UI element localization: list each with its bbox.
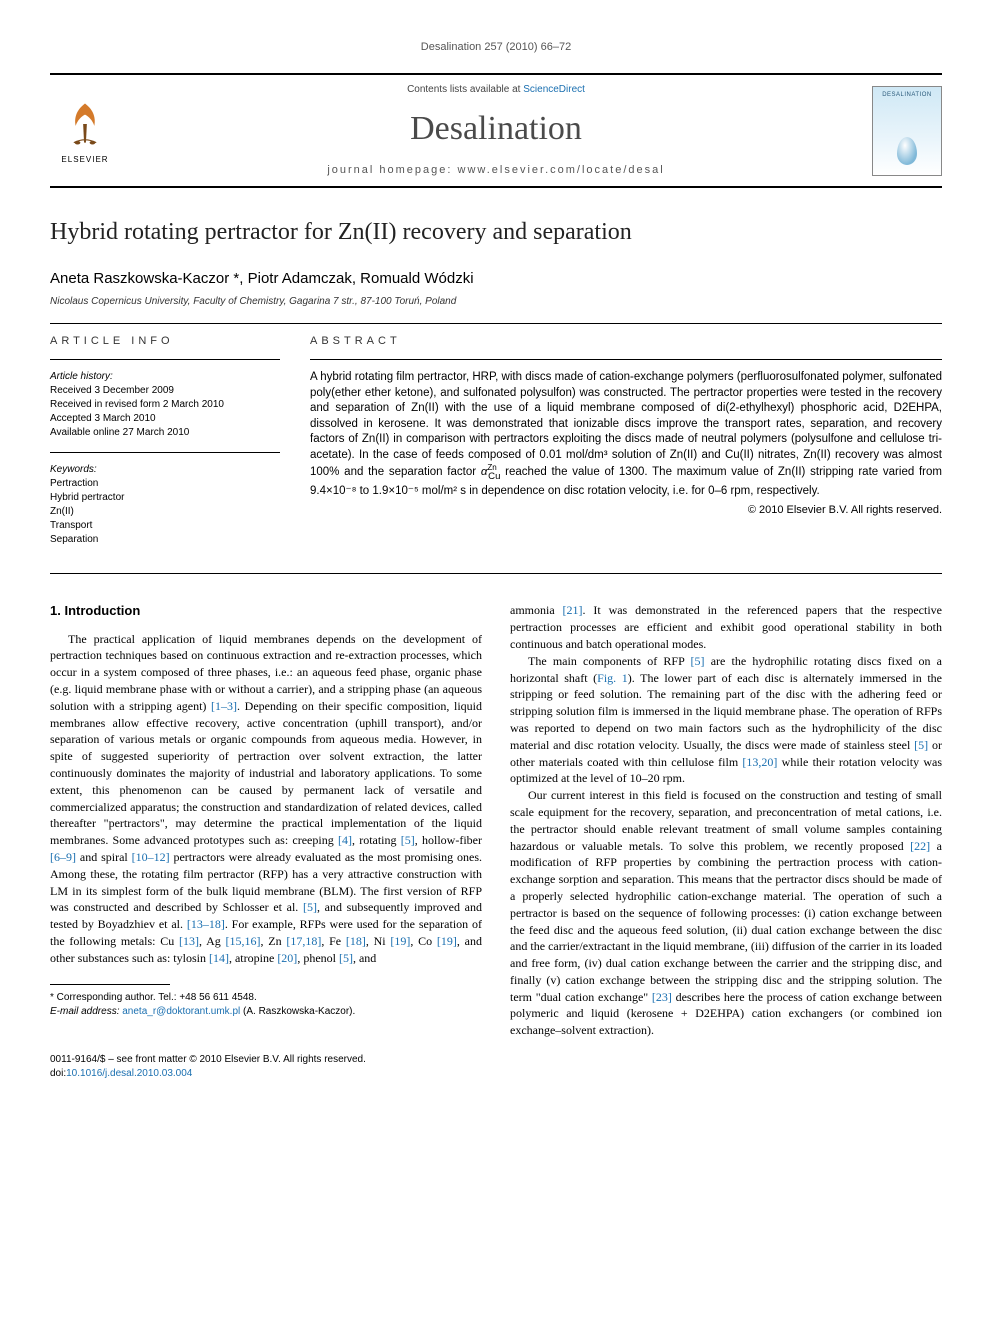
corresponding-marker: * xyxy=(229,270,239,287)
cover-drop-icon xyxy=(897,137,917,165)
history-label: Article history: xyxy=(50,370,280,384)
running-head: Desalination 257 (2010) 66–72 xyxy=(50,40,942,55)
keyword: Transport xyxy=(50,519,280,533)
abstract-text: A hybrid rotating film pertractor, HRP, … xyxy=(310,370,942,499)
elsevier-tree-icon xyxy=(57,96,113,152)
abstract-heading: abstract xyxy=(310,334,942,349)
elsevier-wordmark: ELSEVIER xyxy=(61,154,108,165)
author-list: Aneta Raszkowska-Kaczor *, Piotr Adamcza… xyxy=(50,268,942,289)
cover-title: DESALINATION xyxy=(873,87,941,99)
abstract-copyright: © 2010 Elsevier B.V. All rights reserved… xyxy=(310,503,942,518)
section-rule xyxy=(50,573,942,574)
footnote-rule xyxy=(50,984,170,985)
journal-masthead: ELSEVIER Contents lists available at Sci… xyxy=(50,73,942,188)
body-paragraph: ammonia [21]. It was demonstrated in the… xyxy=(510,602,942,652)
article-title: Hybrid rotating pertractor for Zn(II) re… xyxy=(50,216,942,250)
history-accepted: Accepted 3 March 2010 xyxy=(50,412,280,426)
elsevier-logo: ELSEVIER xyxy=(50,96,120,165)
history-online: Available online 27 March 2010 xyxy=(50,426,280,440)
homepage-label: journal homepage: xyxy=(327,164,457,176)
history-revised: Received in revised form 2 March 2010 xyxy=(50,398,280,412)
corresponding-email-link[interactable]: aneta_r@doktorant.umk.pl xyxy=(122,1006,240,1017)
body-two-column: 1. Introduction The practical applicatio… xyxy=(50,602,942,1039)
keywords-label: Keywords: xyxy=(50,463,280,477)
sciencedirect-link[interactable]: ScienceDirect xyxy=(523,84,585,95)
article-info-column: article info Article history: Received 3… xyxy=(50,334,280,559)
body-paragraph: The main components of RFP [5] are the h… xyxy=(510,653,942,787)
keyword: Separation xyxy=(50,533,280,547)
keyword: Zn(II) xyxy=(50,505,280,519)
section-heading: 1. Introduction xyxy=(50,602,482,620)
info-rule xyxy=(50,359,280,360)
doi-link[interactable]: 10.1016/j.desal.2010.03.004 xyxy=(66,1068,192,1079)
journal-homepage-line: journal homepage: www.elsevier.com/locat… xyxy=(120,163,872,178)
journal-name: Desalination xyxy=(120,105,872,153)
author-link[interactable]: Piotr Adamczak xyxy=(248,270,352,287)
contents-available-line: Contents lists available at ScienceDirec… xyxy=(120,83,872,97)
footnotes: * Corresponding author. Tel.: +48 56 611… xyxy=(50,991,482,1019)
homepage-url: www.elsevier.com/locate/desal xyxy=(458,164,665,176)
history-received: Received 3 December 2009 xyxy=(50,384,280,398)
section-rule xyxy=(50,323,942,324)
info-rule xyxy=(50,452,280,453)
contents-prefix: Contents lists available at xyxy=(407,84,523,95)
article-info-heading: article info xyxy=(50,334,280,349)
email-suffix: (A. Raszkowska-Kaczor). xyxy=(240,1006,355,1017)
corresponding-footnote: * Corresponding author. Tel.: +48 56 611… xyxy=(50,991,482,1005)
journal-cover-thumbnail: DESALINATION xyxy=(872,86,942,176)
footer: 0011-9164/$ – see front matter © 2010 El… xyxy=(50,1053,942,1081)
doi-prefix: doi: xyxy=(50,1068,66,1079)
front-matter-line: 0011-9164/$ – see front matter © 2010 El… xyxy=(50,1053,942,1067)
email-label: E-mail address: xyxy=(50,1006,122,1017)
author-link[interactable]: Aneta Raszkowska-Kaczor xyxy=(50,270,229,287)
keyword: Pertraction xyxy=(50,477,280,491)
affiliation: Nicolaus Copernicus University, Faculty … xyxy=(50,295,942,309)
author-link[interactable]: Romuald Wódzki xyxy=(360,270,473,287)
abstract-rule xyxy=(310,359,942,360)
keyword: Hybrid pertractor xyxy=(50,491,280,505)
abstract-column: abstract A hybrid rotating film pertract… xyxy=(310,334,942,559)
body-paragraph: The practical application of liquid memb… xyxy=(50,631,482,967)
body-paragraph: Our current interest in this field is fo… xyxy=(510,787,942,1039)
